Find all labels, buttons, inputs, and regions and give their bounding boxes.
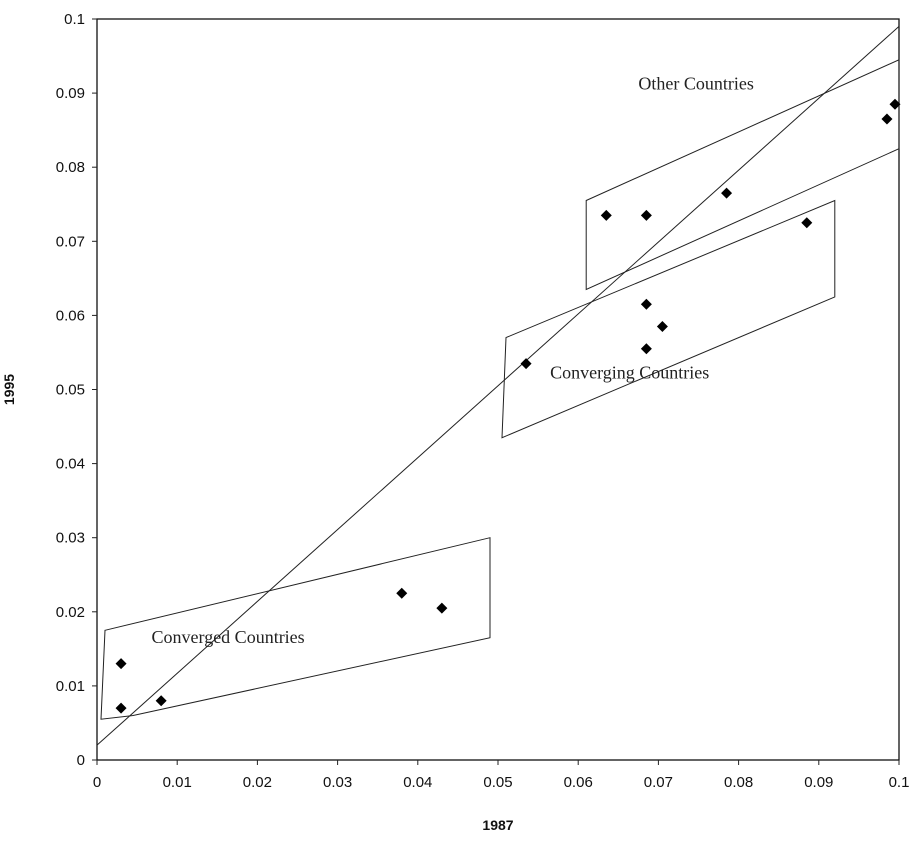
data-point: [721, 187, 733, 199]
x-tick-label: 0.02: [243, 774, 272, 791]
y-tick-label: 0.07: [56, 233, 85, 250]
data-point: [436, 602, 448, 614]
y-tick-label: 0.05: [56, 382, 85, 399]
x-tick-label: 0.04: [403, 774, 432, 791]
y-tick-label: 0.01: [56, 678, 85, 695]
y-tick-label: 0.02: [56, 604, 85, 621]
plot-frame: [96, 18, 900, 761]
y-tick-label: 0.03: [56, 530, 85, 547]
y-tick-label: 0.04: [56, 456, 85, 473]
trend-line: [96, 26, 900, 746]
y-axis-title: 1995: [1, 374, 17, 405]
group-outline: [585, 59, 900, 291]
x-tick-label: 0.1: [889, 774, 910, 791]
data-point: [640, 298, 652, 310]
x-axis-ticks: 0 0.01 0.02 0.03 0.04 0.05 0.06 0.07 0.08 0.09 0.1: [93, 760, 910, 791]
data-point: [640, 209, 652, 221]
data-point: [889, 98, 901, 110]
y-tick-label: 0.08: [56, 159, 85, 176]
data-point: [656, 321, 668, 333]
data-point: [115, 658, 127, 670]
x-tick-label: 0.07: [644, 774, 673, 791]
x-tick-label: 0.09: [804, 774, 833, 791]
reference-line-layer: [96, 26, 900, 746]
data-points: [115, 98, 901, 714]
data-point: [155, 695, 167, 707]
y-tick-label: 0.06: [56, 307, 85, 324]
group-outline: [100, 537, 491, 720]
data-point: [520, 358, 532, 370]
data-point: [801, 217, 813, 229]
y-tick-label: 0.09: [56, 85, 85, 102]
x-tick-label: 0.06: [564, 774, 593, 791]
group-label: Other Countries: [638, 73, 753, 93]
data-point: [115, 702, 127, 714]
data-point: [600, 209, 612, 221]
data-point: [881, 113, 893, 125]
x-tick-label: 0.05: [483, 774, 512, 791]
group-label: Converged Countries: [152, 627, 305, 647]
x-axis-title: 1987: [482, 817, 513, 833]
x-tick-label: 0.08: [724, 774, 753, 791]
group-label: Converging Countries: [550, 362, 709, 382]
x-tick-label: 0.01: [163, 774, 192, 791]
group-outline: [501, 199, 836, 439]
x-tick-label: 0: [93, 774, 101, 791]
group-outlines: Converged Countries Converging Countries O…: [100, 59, 900, 720]
y-tick-label: 0.1: [64, 11, 85, 28]
y-tick-label: 0: [77, 752, 85, 769]
y-axis-ticks: 0 0.01 0.02 0.03 0.04 0.05 0.06 0.07 0.08 0.09 0.1: [56, 11, 97, 769]
data-point: [396, 587, 408, 599]
x-tick-label: 0.03: [323, 774, 352, 791]
plot-border: [96, 18, 900, 761]
data-point: [640, 343, 652, 355]
